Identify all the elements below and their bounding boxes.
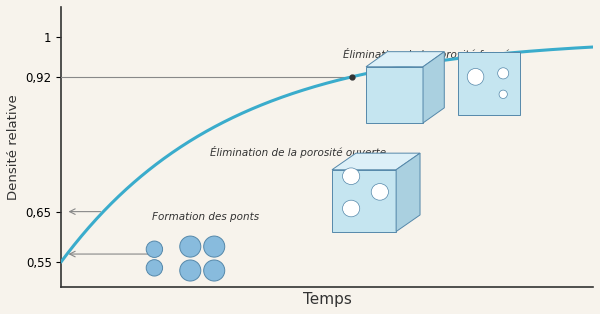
Circle shape <box>467 68 484 85</box>
Polygon shape <box>366 52 444 67</box>
Circle shape <box>203 236 225 257</box>
Circle shape <box>203 260 225 281</box>
Polygon shape <box>332 153 420 170</box>
Circle shape <box>343 168 360 185</box>
Circle shape <box>180 236 201 257</box>
Circle shape <box>371 184 388 200</box>
Polygon shape <box>366 67 423 123</box>
Polygon shape <box>423 52 444 123</box>
Circle shape <box>497 68 509 79</box>
Text: Élimination de la porosité ouverte: Élimination de la porosité ouverte <box>210 146 386 158</box>
Circle shape <box>343 200 360 217</box>
Polygon shape <box>396 153 420 231</box>
Text: Élimination de la porosité fermée: Élimination de la porosité fermée <box>343 48 516 61</box>
Text: Formation des ponts: Formation des ponts <box>152 212 259 222</box>
X-axis label: Temps: Temps <box>303 292 352 307</box>
Y-axis label: Densité relative: Densité relative <box>7 94 20 200</box>
Circle shape <box>146 260 163 276</box>
Circle shape <box>180 260 201 281</box>
Polygon shape <box>332 170 396 231</box>
Circle shape <box>146 241 163 257</box>
Circle shape <box>499 90 508 99</box>
